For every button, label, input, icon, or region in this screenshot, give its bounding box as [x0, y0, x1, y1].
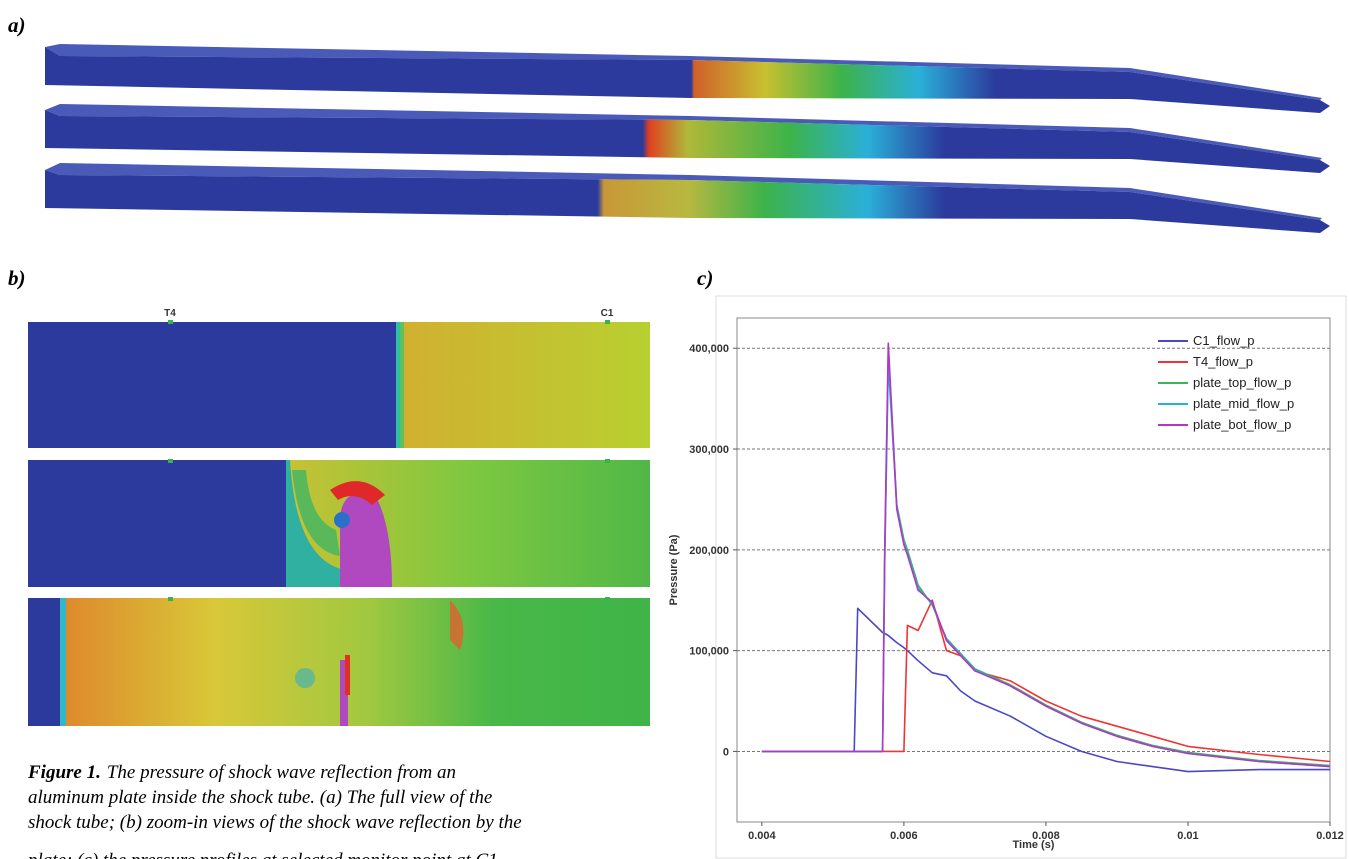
y-axis-title: Pressure (Pa) — [668, 534, 680, 605]
chart: 0 100,000 200,000 300,000 400,000 0.004 0.006 0… — [668, 318, 1344, 851]
caption-line: shock tube; (b) zoom-in views of the sho… — [28, 812, 522, 833]
panel-label: c) — [697, 266, 713, 290]
x-tick-label: 0.01 — [1177, 830, 1198, 842]
y-tick-label: 400,000 — [689, 343, 729, 355]
y-tick-label: 100,000 — [689, 646, 729, 658]
x-tick-label: 0.004 — [748, 830, 776, 842]
legend-label: plate_top_flow_p — [1193, 375, 1291, 390]
y-tick-label: 300,000 — [689, 444, 729, 456]
monitor-label: C1 — [601, 308, 614, 319]
plot-area — [737, 318, 1330, 822]
monitor-label: T4 — [164, 308, 176, 319]
x-tick-label: 0.012 — [1316, 830, 1344, 842]
x-tick-label: 0.006 — [890, 830, 918, 842]
tube-views — [45, 44, 1330, 233]
x-axis-title: Time (s) — [1013, 839, 1055, 851]
caption-line: aluminum plate inside the shock tube. (a… — [28, 787, 492, 808]
caption-lead: Figure 1. — [27, 762, 101, 783]
caption-line: plate; (c) the pressure profiles at sele… — [26, 850, 498, 859]
y-tick-label: 0 — [723, 746, 729, 758]
panel-label: a) — [8, 13, 26, 37]
legend-label: T4_flow_p — [1193, 354, 1253, 369]
caption-line: Figure 1. The pressure of shock wave refl… — [27, 762, 456, 783]
page: { "panels": [ {"label": "a)"}, {"label":… — [0, 0, 1349, 859]
legend-label: C1_flow_p — [1193, 333, 1254, 348]
legend-label: plate_mid_flow_p — [1193, 396, 1294, 411]
legend-label: plate_bot_flow_p — [1193, 417, 1291, 432]
caption-text: The pressure of shock wave reflection fr… — [107, 762, 456, 783]
y-tick-label: 200,000 — [689, 545, 729, 557]
zoom-views: T4 C1 — [28, 308, 650, 726]
panel-label: b) — [8, 266, 26, 290]
figure: a) b) c) T4 C1 — [0, 0, 1349, 859]
